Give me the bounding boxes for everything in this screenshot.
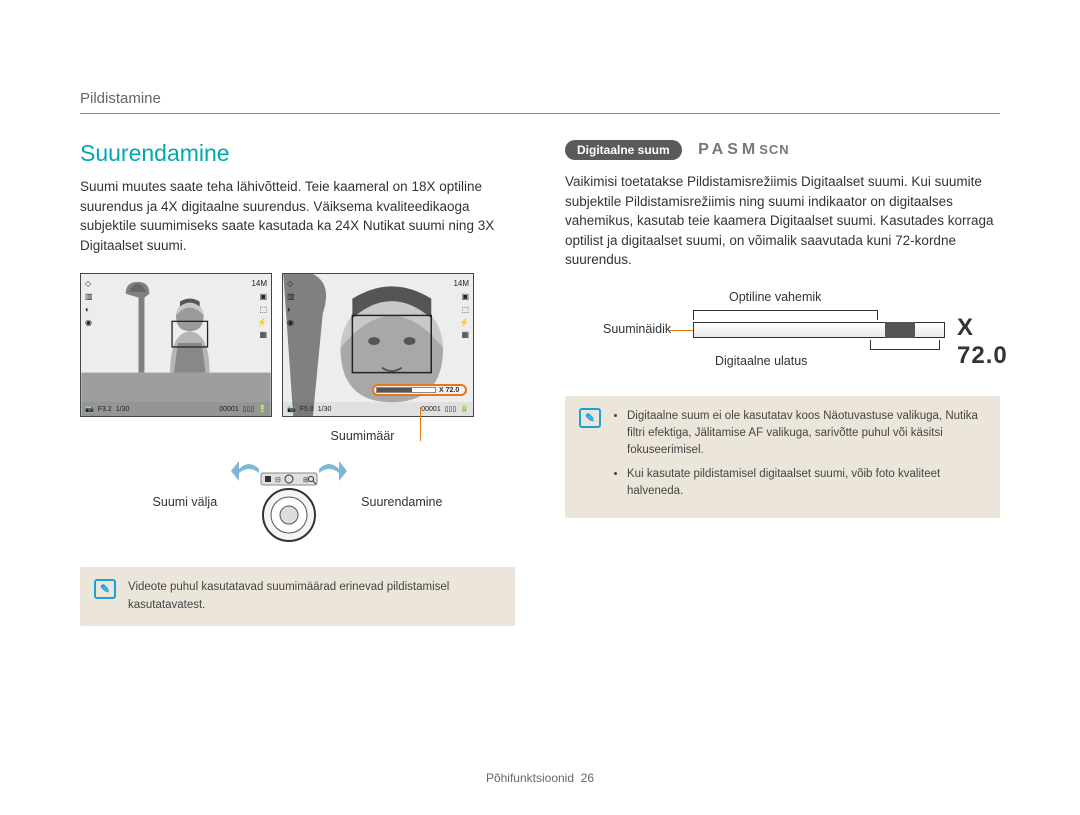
note-info-icon: ✎ — [579, 408, 601, 428]
zoom-x-value: X 72.0 — [957, 314, 1008, 370]
note-text-right: Digitaalne suum ei ole kasutatav koos Nä… — [613, 408, 986, 506]
screenshot-row: 14M ▣⬚⚡▦ ◇▥◐◉ 📷F3.21/30 00001▯▯▯🔋 — [80, 273, 515, 417]
screen-icons-right: 14M ▣⬚⚡▦ — [251, 278, 267, 342]
note-info-icon: ✎ — [94, 579, 116, 599]
note-bullet: Kui kasutate pildistamisel digitaalset s… — [627, 466, 986, 501]
screen-status-bar: 📷F5.81/30 00001▯▯▯🔋 — [283, 402, 473, 416]
zoom-out-label: Suumi välja — [153, 495, 218, 509]
screen-status-bar: 📷F3.21/30 00001▯▯▯🔋 — [81, 402, 271, 416]
page-footer: Põhifunktsioonid 26 — [0, 771, 1080, 785]
section-title: Suurendamine — [80, 140, 515, 167]
zoom-dial-row: Suumi välja ⊟ ⊞ Suuren — [80, 457, 515, 547]
optical-range-label: Optiline vahemik — [729, 290, 821, 304]
screen-icons-right: 14M ▣⬚⚡▦ — [453, 278, 469, 342]
zoom-bar-highlight: X 72.0 — [372, 384, 467, 396]
mode-letters: PASMSCN — [698, 141, 790, 159]
right-column: Digitaalne suum PASMSCN Vaikimisi toetat… — [565, 140, 1000, 626]
camera-screenshot-wide: 14M ▣⬚⚡▦ ◇▥◐◉ 📷F3.21/30 00001▯▯▯🔋 — [80, 273, 272, 417]
breadcrumb: Pildistamine — [80, 90, 1000, 114]
zoom-rate-label: Suumimäär — [210, 429, 515, 443]
zoom-in-label: Suurendamine — [361, 495, 442, 509]
note-box-right: ✎ Digitaalne suum ei ole kasutatav koos … — [565, 396, 1000, 518]
zoom-indicator-diagram: Optiline vahemik Suuminäidik X 72.0 Digi… — [565, 286, 1000, 376]
zoom-dial-icon: ⊟ ⊞ — [229, 457, 349, 547]
screen-icons-left: ◇▥◐◉ — [287, 278, 295, 329]
screen-icons-left: ◇▥◐◉ — [85, 278, 93, 329]
body-text-left: Suumi muutes saate teha lähivõtteid. Tei… — [80, 177, 515, 255]
note-text-left: Videote puhul kasutatavad suumimäärad er… — [128, 579, 501, 614]
digital-range-label: Digitaalne ulatus — [715, 354, 807, 368]
left-column: Suurendamine Suumi muutes saate teha läh… — [80, 140, 515, 626]
digital-zoom-pill: Digitaalne suum — [565, 140, 682, 160]
note-bullet: Digitaalne suum ei ole kasutatav koos Nä… — [627, 408, 986, 460]
note-box-left: ✎ Videote puhul kasutatavad suumimäärad … — [80, 567, 515, 626]
svg-text:⊟: ⊟ — [275, 477, 281, 484]
svg-text:⊞: ⊞ — [303, 477, 309, 484]
camera-screenshot-zoomed: 14M ▣⬚⚡▦ ◇▥◐◉ X 72.0 📷F5.81/30 00001▯▯▯🔋 — [282, 273, 474, 417]
zoom-indicator-label: Suuminäidik — [603, 322, 671, 336]
body-text-right: Vaikimisi toetatakse Pildistamisrežiimis… — [565, 172, 1000, 270]
